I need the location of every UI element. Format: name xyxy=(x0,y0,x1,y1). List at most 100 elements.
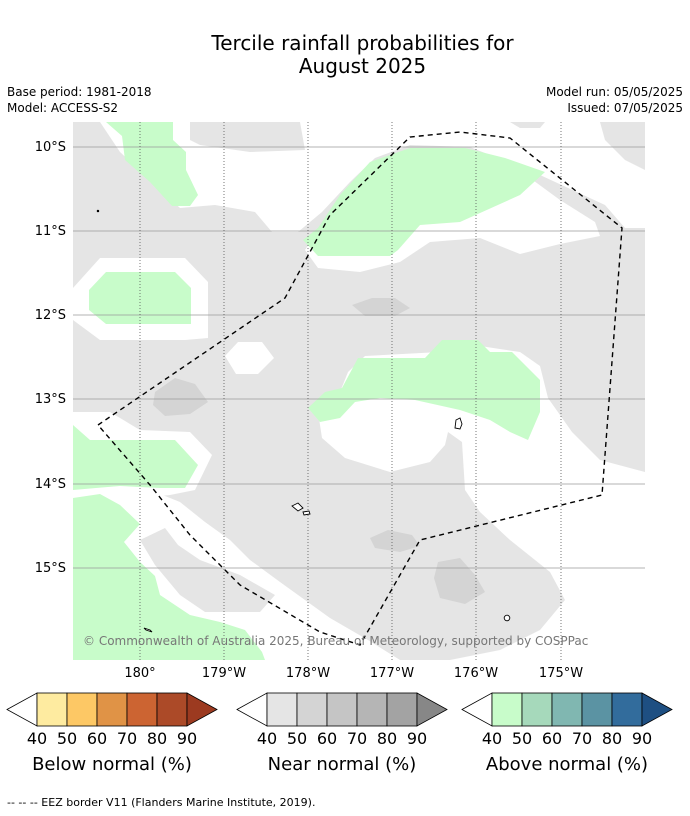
longitude-labels: 180° 179°W 178°W 177°W 176°W 175°W xyxy=(124,666,583,681)
eez-footnote: -- -- -- EEZ border V11 (Flanders Marine… xyxy=(7,796,316,809)
latitude-gridlines xyxy=(73,146,645,569)
map-area: © Commonwealth of Australia 2025, Bureau… xyxy=(73,122,645,660)
lat-label-11s: 11°S xyxy=(35,224,66,239)
above-normal-segment-70 xyxy=(581,692,613,727)
near-normal-overflow-arrow xyxy=(416,692,448,727)
above-normal-tick-80: 80 xyxy=(602,729,622,748)
below-normal-tick-50: 50 xyxy=(57,729,77,748)
near-normal-segment-60 xyxy=(326,692,358,727)
above-normal-north-center xyxy=(303,148,545,256)
title-line-1: Tercile rainfall probabilities for xyxy=(211,31,514,55)
near-normal-north-strip xyxy=(190,122,305,152)
near-normal-50-patch-2 xyxy=(153,378,208,416)
near-normal-50-patch-3 xyxy=(370,530,420,552)
above-normal-southwest xyxy=(73,494,265,660)
below-normal-tick-70: 70 xyxy=(117,729,137,748)
above-normal-colorbar: 40 50 60 70 80 90 Above normal (%) xyxy=(461,692,673,775)
above-normal-40-layer xyxy=(73,122,545,660)
above-normal-overflow-arrow xyxy=(641,692,673,727)
white-gap-small-diamond xyxy=(225,342,274,374)
near-normal-tick-90: 90 xyxy=(407,729,427,748)
above-normal-underflow-arrow xyxy=(461,692,493,727)
above-normal-label: Above normal (%) xyxy=(486,754,648,775)
near-normal-50-layer xyxy=(153,298,485,604)
lon-label-176w: 176°W xyxy=(454,666,498,681)
model-name: Model: ACCESS-S2 xyxy=(7,101,119,115)
below-normal-segment-50 xyxy=(66,692,98,727)
near-normal-segment-80 xyxy=(386,692,418,727)
lon-label-180: 180° xyxy=(124,666,155,681)
issued-date: Issued: 07/05/2025 xyxy=(567,101,683,115)
below-normal-segment-80 xyxy=(156,692,188,727)
below-normal-tick-80: 80 xyxy=(147,729,167,748)
near-normal-tick-50: 50 xyxy=(287,729,307,748)
lat-label-12s: 12°S xyxy=(35,308,66,323)
lon-label-178w: 178°W xyxy=(286,666,330,681)
meta-left: Base period: 1981-2018 Model: ACCESS-S2 xyxy=(7,84,152,116)
above-normal-west-lower xyxy=(73,425,198,490)
below-normal-tick-90: 90 xyxy=(177,729,197,748)
island-5 xyxy=(143,627,153,633)
above-normal-northwest xyxy=(106,122,198,206)
island-6 xyxy=(96,209,100,213)
below-normal-overflow-arrow xyxy=(186,692,218,727)
below-normal-segment-40 xyxy=(36,692,68,727)
near-normal-segment-40 xyxy=(266,692,298,727)
islands xyxy=(96,209,511,633)
copyright-text: © Commonwealth of Australia 2025, Bureau… xyxy=(83,634,588,648)
eez-border xyxy=(96,131,623,646)
above-normal-tick-50: 50 xyxy=(512,729,532,748)
near-normal-main-region xyxy=(73,122,645,660)
colorbars: 40 50 60 70 80 90 Below normal (%) 40 50 60 70 80 90… xyxy=(6,692,673,775)
near-normal-segment-70 xyxy=(356,692,388,727)
near-normal-tick-70: 70 xyxy=(347,729,367,748)
near-normal-northeast-corner xyxy=(600,122,645,170)
title-line-2: August 2025 xyxy=(298,54,427,78)
base-period: Base period: 1981-2018 xyxy=(7,85,152,99)
above-normal-segment-40 xyxy=(491,692,523,727)
latitude-labels: 10°S 11°S 12°S 13°S 14°S 15°S xyxy=(35,140,66,576)
island-4 xyxy=(503,614,511,622)
model-run: Model run: 05/05/2025 xyxy=(545,85,683,99)
lat-label-13s: 13°S xyxy=(35,392,66,407)
chart-title: Tercile rainfall probabilities for Augus… xyxy=(0,32,690,78)
below-normal-label: Below normal (%) xyxy=(32,754,192,775)
above-normal-central-band xyxy=(308,340,540,440)
near-normal-south-region xyxy=(140,528,275,612)
meta-right: Model run: 05/05/2025 Issued: 07/05/2025 xyxy=(546,84,683,116)
below-normal-underflow-arrow xyxy=(6,692,38,727)
island-2 xyxy=(291,502,304,512)
lat-label-15s: 15°S xyxy=(35,561,66,576)
above-normal-tick-90: 90 xyxy=(632,729,652,748)
near-normal-top-center xyxy=(510,122,545,128)
lon-label-175w: 175°W xyxy=(539,666,583,681)
lon-label-177w: 177°W xyxy=(370,666,414,681)
near-normal-underflow-arrow xyxy=(236,692,268,727)
near-normal-50-patch-1 xyxy=(352,298,410,316)
near-normal-40-layer xyxy=(73,122,645,660)
below-normal-segment-70 xyxy=(126,692,158,727)
above-normal-west-box xyxy=(89,272,191,324)
below-normal-tick-40: 40 xyxy=(27,729,47,748)
above-normal-tick-70: 70 xyxy=(572,729,592,748)
near-normal-tick-60: 60 xyxy=(317,729,337,748)
below-normal-colorbar: 40 50 60 70 80 90 Below normal (%) xyxy=(6,692,218,775)
island-3 xyxy=(302,510,311,516)
near-normal-colorbar: 40 50 60 70 80 90 Near normal (%) xyxy=(236,692,448,775)
island-1 xyxy=(454,417,463,430)
near-normal-tick-80: 80 xyxy=(377,729,397,748)
lat-label-10s: 10°S xyxy=(35,140,66,155)
above-normal-tick-40: 40 xyxy=(482,729,502,748)
lon-label-179w: 179°W xyxy=(202,666,246,681)
near-normal-tick-40: 40 xyxy=(257,729,277,748)
above-normal-segment-80 xyxy=(611,692,643,727)
lat-label-14s: 14°S xyxy=(35,477,66,492)
above-normal-segment-50 xyxy=(521,692,553,727)
above-normal-segment-60 xyxy=(551,692,583,727)
near-normal-50-patch-4 xyxy=(434,558,485,604)
near-normal-label: Near normal (%) xyxy=(268,754,417,775)
below-normal-tick-60: 60 xyxy=(87,729,107,748)
near-normal-segment-50 xyxy=(296,692,328,727)
below-normal-segment-60 xyxy=(96,692,128,727)
